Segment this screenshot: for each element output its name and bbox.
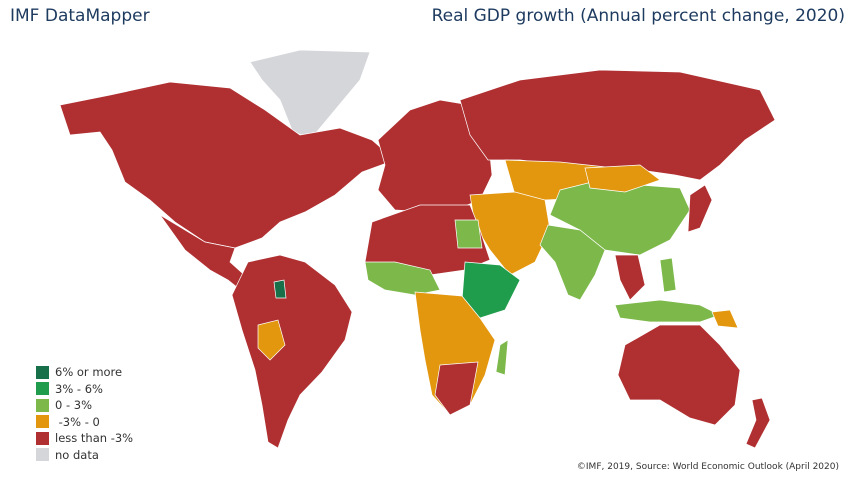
new-zealand[interactable] bbox=[745, 397, 771, 449]
southeast-asia[interactable] bbox=[614, 254, 646, 301]
legend: 6% or more 3% - 6% 0 - 3% -3% - 0 less t… bbox=[36, 364, 133, 463]
legend-label: -3% - 0 bbox=[55, 414, 100, 429]
egypt[interactable] bbox=[454, 219, 483, 249]
indonesia[interactable] bbox=[614, 299, 721, 323]
southern-africa[interactable] bbox=[434, 361, 479, 416]
legend-label: less than -3% bbox=[55, 431, 134, 446]
legend-swatch bbox=[36, 448, 49, 462]
india[interactable] bbox=[539, 224, 606, 301]
madagascar[interactable] bbox=[495, 339, 509, 376]
source-note: ©IMF, 2019, Source: World Economic Outlo… bbox=[576, 462, 839, 472]
map-title: Real GDP growth (Annual percent change, … bbox=[431, 6, 845, 26]
philippines[interactable] bbox=[659, 257, 677, 293]
legend-item: 6% or more bbox=[36, 364, 133, 381]
legend-swatch bbox=[36, 382, 49, 396]
guyana-region[interactable] bbox=[273, 279, 287, 299]
brand-title: IMF DataMapper bbox=[10, 6, 150, 26]
legend-item: no data bbox=[36, 447, 133, 464]
north-america[interactable] bbox=[59, 81, 396, 249]
legend-item: -3% - 0 bbox=[36, 414, 133, 431]
legend-swatch bbox=[36, 398, 49, 412]
south-america[interactable] bbox=[231, 254, 353, 449]
legend-label: 0 - 3% bbox=[55, 398, 93, 413]
legend-swatch bbox=[36, 431, 49, 445]
legend-swatch bbox=[36, 415, 49, 429]
legend-label: 6% or more bbox=[55, 365, 123, 380]
legend-item: 3% - 6% bbox=[36, 381, 133, 398]
australia[interactable] bbox=[617, 324, 741, 426]
west-africa[interactable] bbox=[364, 261, 441, 296]
greenland[interactable] bbox=[249, 49, 371, 141]
papua-new-guinea[interactable] bbox=[711, 309, 739, 329]
legend-label: no data bbox=[55, 447, 99, 462]
legend-swatch bbox=[36, 365, 49, 379]
legend-item: 0 - 3% bbox=[36, 397, 133, 414]
mongolia[interactable] bbox=[584, 164, 661, 193]
legend-item: less than -3% bbox=[36, 430, 133, 447]
legend-label: 3% - 6% bbox=[55, 381, 103, 396]
japan[interactable] bbox=[687, 184, 713, 233]
bolivia-region[interactable] bbox=[257, 319, 286, 361]
